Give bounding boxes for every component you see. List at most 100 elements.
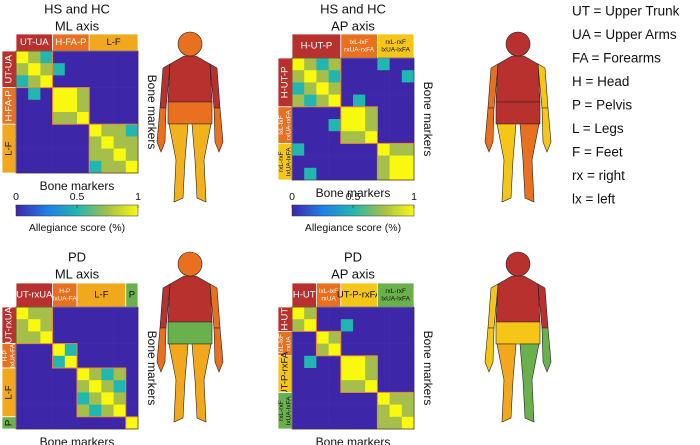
heatmap-cell <box>28 331 41 344</box>
heatmap-cell <box>16 392 29 405</box>
module-outline <box>52 87 90 125</box>
heatmap-cell <box>64 75 78 88</box>
heatmap-cell <box>28 148 41 162</box>
heatmap-cell <box>401 155 415 169</box>
heatmap-cell <box>316 82 329 95</box>
colorbar-tick-label: 1 <box>135 191 141 203</box>
heatmap-cell <box>101 355 114 369</box>
heatmap-cell <box>328 355 342 369</box>
heatmap-cell <box>89 307 102 320</box>
heatmap-cell <box>40 380 53 393</box>
heatmap-cell <box>340 131 354 144</box>
heatmap-cell <box>304 82 317 95</box>
heatmap-cell <box>328 143 342 156</box>
heatmap-cell <box>16 75 29 88</box>
heatmap-cell <box>125 392 139 405</box>
skeleton-trunk <box>167 55 213 103</box>
module-label: lxUA-FA <box>9 343 16 368</box>
heatmap-cell <box>365 307 378 320</box>
heatmap-cell <box>101 404 114 418</box>
heatmap-cell <box>28 87 41 101</box>
heatmap-cell <box>340 155 354 169</box>
module-label: L-F <box>94 290 108 301</box>
module-label: L-F <box>4 385 15 399</box>
heatmap-cell <box>113 368 127 381</box>
heatmap-cell <box>340 368 354 381</box>
module-bar <box>376 33 415 59</box>
skeleton-pelvis <box>495 321 541 345</box>
heatmap-cell <box>113 136 127 149</box>
heatmap-cell <box>365 143 378 156</box>
heatmap-cell <box>389 106 403 120</box>
module-label: lxUA-lxFA <box>285 147 292 176</box>
heatmap-frame <box>291 57 415 181</box>
heatmap-cell <box>365 368 378 381</box>
heatmap-cell <box>89 319 102 332</box>
heatmap-cell <box>389 343 403 357</box>
module-label: UT-rxUA <box>4 306 15 343</box>
heatmap-cell <box>64 136 78 149</box>
skeleton-head <box>177 31 203 57</box>
skeleton-leg <box>496 343 517 423</box>
module-bar <box>291 282 317 308</box>
y-axis-label: Bone markers <box>421 82 435 157</box>
heatmap-cell <box>89 416 102 430</box>
heatmap-cell <box>89 124 102 137</box>
module-label: H-UT-P <box>301 41 333 52</box>
heatmap-cell <box>316 331 329 344</box>
heatmap-cell <box>28 416 41 430</box>
module-label: L-F <box>4 141 15 155</box>
module-label: rxL-rxF <box>278 400 285 421</box>
module-label: H-UT <box>293 290 316 301</box>
heatmap-cell <box>113 148 127 162</box>
heatmap-cell <box>340 343 354 357</box>
heatmap-cell <box>28 368 41 381</box>
heatmap-cell <box>16 380 29 393</box>
legend-entry: F = Feet <box>572 145 623 160</box>
heatmap-cell <box>328 167 342 181</box>
heatmap-cell <box>401 319 415 332</box>
colorbar-tick-label: 0.5 <box>70 191 85 203</box>
heatmap-cell <box>101 368 114 381</box>
heatmap-cell <box>28 355 41 369</box>
heatmap-cell <box>113 331 127 344</box>
heatmap-cell <box>28 307 41 320</box>
heatmap-cell <box>101 124 114 137</box>
heatmap-cell <box>125 87 139 101</box>
heatmap-cell <box>113 319 127 332</box>
heatmap-cell <box>328 416 342 430</box>
heatmap-cell <box>52 136 66 149</box>
heatmap-cell <box>328 307 342 320</box>
heatmap-cell <box>316 355 329 369</box>
heatmap-cell <box>377 119 390 132</box>
heatmap-cell <box>377 70 390 83</box>
heatmap-cell <box>389 307 403 320</box>
heatmap-cell <box>113 307 127 320</box>
module-outline <box>76 367 127 418</box>
heatmap-cell <box>401 70 415 83</box>
heatmap-cell <box>89 355 102 369</box>
heatmap-cell <box>365 380 378 393</box>
heatmap-cell <box>89 368 102 381</box>
x-axis-label: Bone markers <box>40 435 115 445</box>
heatmap-cell <box>52 112 66 125</box>
heatmap-cell <box>16 368 29 381</box>
heatmap-cell <box>113 51 127 64</box>
heatmap-cell <box>64 307 78 320</box>
heatmap-cell <box>52 331 66 344</box>
heatmap-cell <box>40 307 53 320</box>
heatmap-cell <box>101 319 114 332</box>
panel-title: AP axis <box>331 266 375 281</box>
heatmap-cell <box>401 404 415 418</box>
heatmap-cell <box>113 99 127 113</box>
heatmap-cell <box>365 94 378 108</box>
heatmap-cell <box>77 343 90 357</box>
legend-entry: lx = left <box>572 192 615 207</box>
heatmap-cell <box>389 392 403 405</box>
heatmap-cell <box>340 331 354 344</box>
heatmap-cell <box>125 124 139 137</box>
heatmap-cell <box>340 392 354 405</box>
heatmap-cell <box>304 167 317 181</box>
module-bar <box>291 33 342 59</box>
heatmap-cell <box>89 51 102 64</box>
